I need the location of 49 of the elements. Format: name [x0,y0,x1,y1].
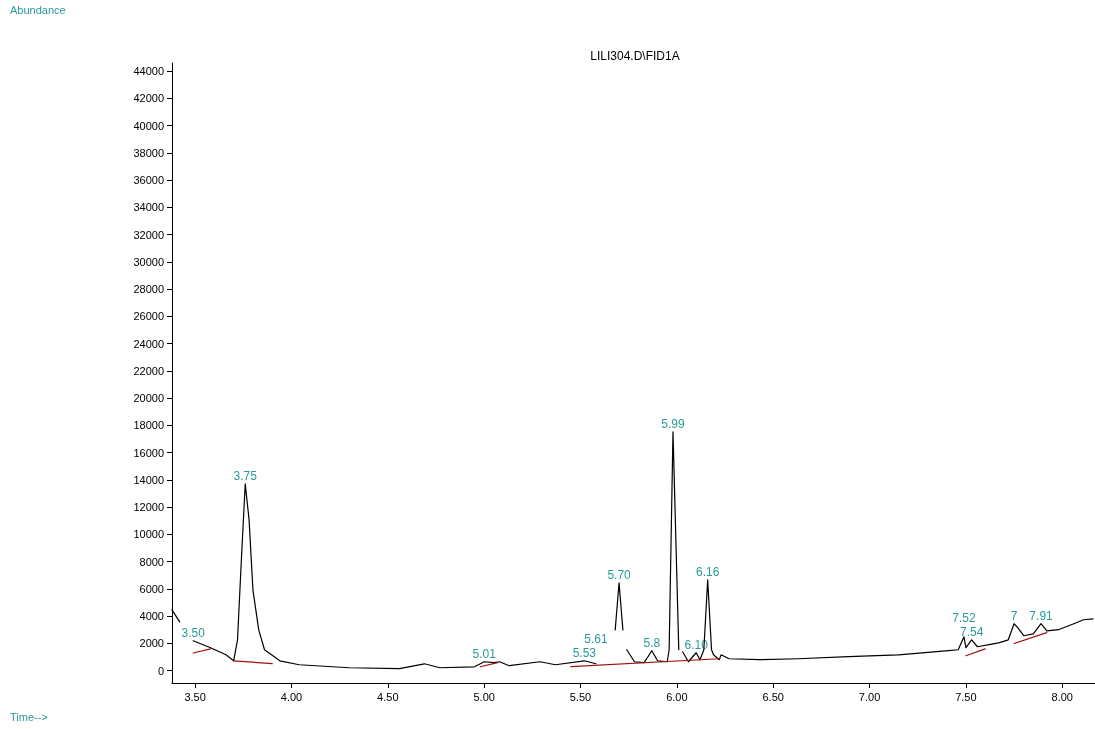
y-tick-label: 18000 [133,419,164,432]
annotation: 7 [1010,608,1018,623]
y-tick-label: 28000 [133,283,164,296]
y-tick-label: 24000 [133,337,164,350]
annotation: 5.8 [643,635,661,650]
y-tick-label: 10000 [133,528,164,541]
y-tick-label: 20000 [133,392,164,405]
annotation: 7.52 [952,610,976,625]
x-tick-label: 5.50 [569,690,592,703]
y-tick-label: 30000 [133,255,164,268]
annotation: 5.99 [661,416,685,431]
y-tick-label: 2000 [139,637,164,650]
y-tick-label: 44000 [133,65,164,78]
y-tick-label: 16000 [133,446,164,459]
annotation: 5.53 [572,645,597,660]
y-tick-label: 42000 [133,92,164,105]
x-tick-label: 6.50 [762,690,784,703]
y-tick-label: 40000 [133,119,164,132]
y-tick-label: 0 [157,664,164,677]
annotation: 3.75 [233,468,258,483]
x-tick-label: 5.00 [473,690,495,703]
y-tick-label: 12000 [133,501,164,514]
y-tick-label: 6000 [139,582,164,595]
y-tick-label: 38000 [133,146,164,159]
y-tick-label: 4000 [139,610,164,623]
x-tick-label: 6.00 [666,690,688,703]
y-tick-label: 14000 [133,473,164,486]
x-tick-label: 4.50 [377,690,399,703]
annotation: 7.91 [1029,608,1054,623]
annotation: 5.70 [607,567,632,582]
y-tick-label: 22000 [133,364,164,377]
annotation: 3.50 [181,625,206,640]
annotation: 6.16 [696,564,720,579]
x-tick-label: 8.00 [1051,690,1073,703]
y-tick-label: 36000 [133,174,164,187]
x-tick-label: 7.50 [955,690,977,703]
text: Time--> [10,710,48,723]
annotation: 5.01 [472,646,497,661]
annotation: 7.54 [960,624,984,639]
x-tick-label: 3.50 [184,690,206,703]
y-tick-label: 34000 [133,201,164,214]
text: Abundance [10,3,66,16]
y-tick-label: 8000 [139,555,164,568]
annotation: 5.61 [584,631,608,646]
x-tick-label: 4.00 [280,690,303,703]
chart-title: LILI304.D\FID1A [590,49,680,63]
y-tick-label: 32000 [133,228,164,241]
x-tick-label: 7.00 [858,690,881,703]
y-tick-label: 26000 [133,310,164,323]
